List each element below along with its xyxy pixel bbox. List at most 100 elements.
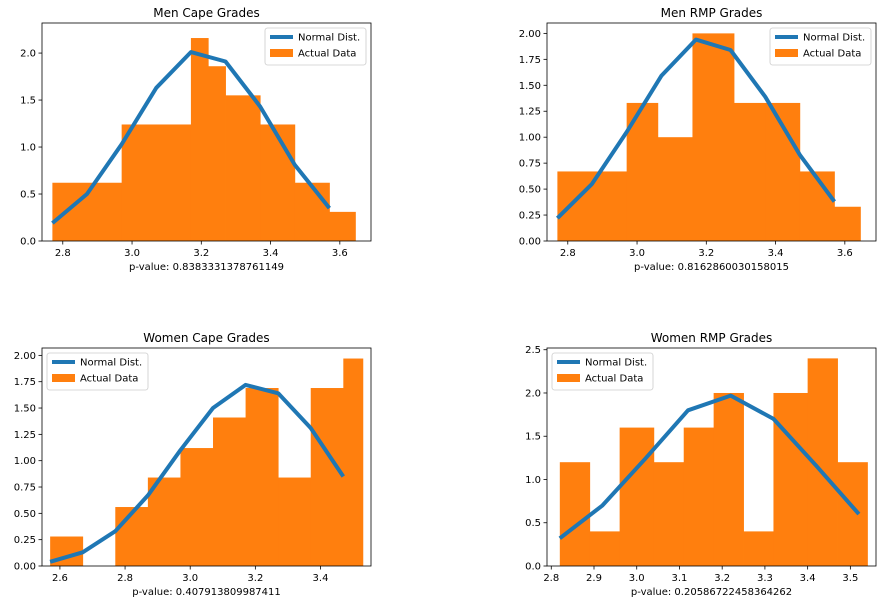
x-tick-label: 2.8: [560, 248, 576, 259]
chart-title: Men RMP Grades: [661, 6, 763, 20]
histogram-bars: [557, 33, 861, 241]
legend-label-actual: Actual Data: [298, 49, 356, 60]
legend-bar-swatch: [557, 374, 580, 382]
histogram-bar: [743, 531, 774, 566]
subplot-2: 2.8 3.0 3.2 3.4 3.6 0.00 0.25 0.50 0.75 1.00 1.25 1…: [519, 6, 877, 273]
histogram-bar: [121, 124, 157, 241]
y-tick-label: 1.75: [14, 377, 36, 388]
axes-frame: [41, 22, 372, 242]
x-tick-label: 3.0: [124, 248, 140, 259]
x-tick-label: 3.3: [757, 573, 773, 584]
y-tick-label: 1.75: [519, 55, 541, 66]
legend-label-normal: Normal Dist.: [80, 358, 142, 369]
y-tick-label: 2.5: [525, 345, 541, 356]
y-tick-label: 1.25: [519, 107, 541, 118]
axes-frame: [546, 22, 877, 242]
y-tick-label: 2.0: [525, 388, 541, 399]
histogram-bar: [225, 95, 261, 241]
legend-label-normal: Normal Dist.: [803, 33, 865, 44]
x-tick-label: 3.4: [263, 248, 279, 259]
y-tick-label: 1.50: [519, 81, 541, 92]
y-tick-label: 0.25: [519, 211, 541, 222]
y-tick-label: 1.00: [519, 133, 541, 144]
x-tick-label: 3.2: [193, 248, 209, 259]
x-tick-label: 3.2: [698, 248, 714, 259]
y-tick-label: 0.75: [519, 159, 541, 170]
histogram-bar: [147, 477, 181, 566]
histogram-bar: [834, 206, 861, 241]
y-tick-label: 0.5: [20, 190, 36, 201]
y-tick-label: 0.50: [519, 185, 541, 196]
histogram-bar: [799, 171, 835, 241]
x-axis-label: p-value: 0.8383331378761149: [129, 262, 284, 273]
x-tick-label: 2.8: [55, 248, 71, 259]
y-tick-label: 1.25: [14, 430, 36, 441]
legend-bar-swatch: [52, 374, 75, 382]
normal-dist-line: [558, 393, 861, 540]
legend: Normal Dist. Actual Data: [769, 27, 872, 66]
y-tick-label: 2.00: [519, 29, 541, 40]
chart-title: Women Cape Grades: [143, 331, 269, 345]
histogram-bar: [213, 417, 246, 566]
y-tick-label: 0.0: [20, 237, 36, 248]
subplot-1: 2.8 3.0 3.2 3.4 3.6 0.0 0.5 1.0 1.5 2.0 Men Cape G…: [20, 6, 372, 273]
histogram-bar: [653, 462, 685, 566]
y-tick-label: 2.00: [14, 351, 36, 362]
legend-label-normal: Normal Dist.: [585, 358, 647, 369]
histogram-bar: [559, 462, 591, 566]
histogram-bar: [657, 137, 693, 241]
x-tick-label: 3.2: [714, 573, 730, 584]
x-tick-label: 2.9: [586, 573, 602, 584]
histogram-bar: [294, 182, 330, 241]
x-tick-label: 3.6: [332, 248, 348, 259]
histogram-bars: [50, 358, 364, 566]
y-tick-label: 1.0: [20, 143, 36, 154]
histogram-bar: [245, 388, 279, 566]
y-tick-label: 0.0: [525, 562, 541, 573]
histogram-bars: [559, 358, 868, 566]
histogram-bar: [343, 358, 364, 566]
x-axis-label: p-value: 0.20586722458364262: [631, 587, 792, 598]
x-tick-label: 3.4: [800, 573, 816, 584]
normal-dist-line: [49, 382, 345, 564]
y-tick-label: 2.0: [20, 49, 36, 60]
x-tick-label: 3.0: [629, 248, 645, 259]
x-tick-label: 3.2: [247, 573, 263, 584]
x-tick-label: 3.4: [768, 248, 784, 259]
y-tick-label: 1.50: [14, 404, 36, 415]
histogram-bar: [589, 531, 621, 566]
x-tick-label: 3.0: [629, 573, 645, 584]
histogram-bar: [692, 33, 735, 241]
x-tick-label: 2.6: [52, 573, 68, 584]
histogram-bar: [190, 38, 209, 241]
histogram-bar: [329, 211, 356, 241]
legend: Normal Dist. Actual Data: [46, 352, 149, 391]
x-tick-label: 2.8: [117, 573, 133, 584]
x-tick-label: 3.1: [672, 573, 688, 584]
y-tick-label: 0.5: [525, 518, 541, 529]
axes-frame: [546, 347, 877, 567]
histogram-bar: [278, 477, 312, 566]
histogram-bar: [156, 124, 192, 241]
histogram-bar: [208, 66, 226, 241]
y-tick-label: 0.00: [14, 562, 36, 573]
axes-frame: [41, 347, 372, 567]
subplot-3: 2.6 2.8 3.0 3.2 3.4 0.00 0.25 0.50 0.75 1.00 1.25 1…: [14, 331, 372, 598]
x-tick-label: 3.6: [837, 248, 853, 259]
histogram-bar: [180, 448, 214, 566]
legend-label-actual: Actual Data: [80, 374, 138, 385]
histogram-bar: [734, 102, 766, 241]
histogram-bar: [773, 392, 809, 566]
legend-label-actual: Actual Data: [803, 49, 861, 60]
histogram-bar: [837, 462, 868, 566]
y-tick-label: 0.00: [519, 237, 541, 248]
x-tick-label: 3.5: [842, 573, 858, 584]
legend-bar-swatch: [775, 49, 798, 57]
y-tick-label: 0.25: [14, 535, 36, 546]
histogram-bar: [619, 427, 655, 566]
histogram-bar: [310, 388, 344, 566]
x-axis-label: p-value: 0.8162860030158015: [634, 262, 789, 273]
legend-bar-swatch: [270, 49, 293, 57]
x-tick-label: 3.4: [313, 573, 329, 584]
